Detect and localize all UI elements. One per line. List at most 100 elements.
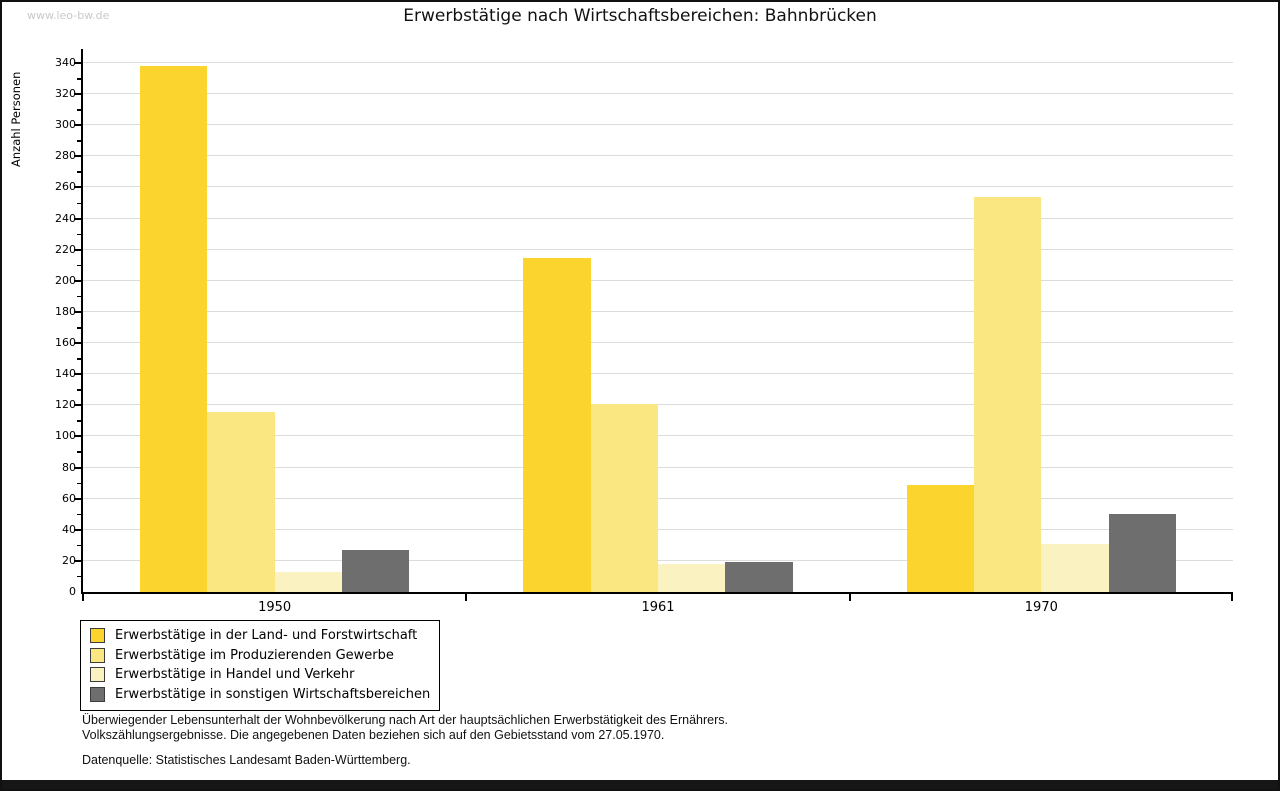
legend-swatch — [90, 647, 105, 663]
y-tick-major — [74, 62, 81, 64]
y-tick-label: 160 — [55, 336, 76, 350]
y-tick-major — [74, 217, 81, 220]
bar-1961-series-4 — [725, 562, 793, 592]
x-category-label: 1961 — [641, 600, 675, 615]
y-tick-major — [74, 186, 81, 189]
y-tick-label: 340 — [55, 56, 76, 69]
bottom-border-bar — [2, 780, 1278, 789]
y-tick-minor — [77, 358, 81, 360]
y-tick-minor — [77, 233, 81, 236]
legend-item: Erwerbstätige im Produzierenden Gewerbe — [90, 646, 430, 666]
y-gridline — [83, 93, 1233, 95]
plot-area: 1950 1961 1970 — [74, 49, 1233, 615]
footnote-text: Überwiegender Lebensunterhalt der Wohnbe… — [82, 713, 728, 742]
bar-1961-series-2 — [590, 403, 658, 592]
y-gridline — [83, 186, 1233, 188]
chart-title: Erwerbstätige nach Wirtschaftsbereichen:… — [403, 6, 877, 26]
y-gridline — [83, 435, 1233, 437]
y-tick-minor — [77, 264, 81, 267]
x-category-label: 1950 — [258, 600, 292, 615]
y-tick-label: 20 — [62, 553, 76, 567]
y-gridline — [83, 559, 1233, 561]
bar-1970-series-3 — [1041, 543, 1109, 592]
site-watermark: www.leo-bw.de — [27, 9, 110, 22]
y-tick-label: 200 — [55, 273, 76, 287]
y-tick-label: 40 — [62, 522, 76, 536]
y-gridline — [83, 279, 1233, 281]
y-axis-tick-labels: 0 20 40 60 80 100 120 140 160 180 200 220 240 260 280 3… — [30, 49, 76, 598]
y-tick-minor — [77, 544, 81, 547]
legend-item: Erwerbstätige in Handel und Verkehr — [90, 665, 430, 685]
bar-1950-series-3 — [274, 571, 342, 592]
y-tick-minor — [77, 420, 81, 422]
footnote-line: Überwiegender Lebensunterhalt der Wohnbe… — [82, 713, 728, 727]
y-gridline — [83, 310, 1233, 312]
legend-swatch — [90, 686, 105, 702]
y-tick-label: 60 — [62, 491, 76, 505]
y-gridline — [83, 342, 1233, 344]
y-gridline — [83, 62, 1233, 63]
y-tick-minor — [77, 482, 81, 485]
x-boundary-tick — [848, 594, 851, 601]
legend-swatch — [90, 628, 105, 644]
y-axis-title: Anzahl Personen — [9, 71, 23, 167]
y-tick-label: 80 — [62, 460, 76, 474]
y-gridline — [83, 155, 1233, 157]
x-boundary-tick — [82, 594, 84, 601]
y-tick-label: 140 — [55, 367, 76, 381]
y-tick-major — [74, 559, 81, 562]
y-gridline — [83, 373, 1233, 375]
x-category-label: 1970 — [1024, 600, 1058, 615]
bar-1950-series-1 — [140, 66, 208, 592]
y-tick-major — [74, 435, 81, 438]
y-gridline — [83, 404, 1233, 406]
legend-label: Erwerbstätige im Produzierenden Gewerbe — [115, 647, 394, 663]
y-tick-major — [74, 93, 81, 96]
y-gridline — [83, 466, 1233, 468]
y-tick-major — [74, 310, 81, 313]
legend-swatch — [90, 667, 105, 683]
footnote-line: Volkszählungsergebnisse. Die angegebenen… — [82, 727, 665, 742]
y-gridline — [83, 248, 1233, 250]
bar-1970-series-1 — [906, 484, 975, 592]
y-tick-label: 260 — [55, 180, 76, 194]
y-tick-major — [74, 155, 81, 158]
bar-1950-series-2 — [207, 411, 275, 592]
y-tick-major — [74, 528, 81, 531]
y-tick-label: 300 — [55, 118, 76, 132]
y-tick-minor — [77, 451, 81, 453]
y-tick-minor — [77, 140, 81, 142]
x-boundary-tick — [465, 594, 468, 601]
legend-item: Erwerbstätige in sonstigen Wirtschaftsbe… — [90, 685, 430, 705]
y-gridline — [83, 124, 1233, 126]
legend-item: Erwerbstätige in der Land- und Forstwirt… — [90, 626, 430, 646]
y-tick-label: 120 — [55, 398, 76, 412]
y-tick-minor — [77, 171, 81, 173]
y-tick-label: 240 — [55, 211, 76, 225]
y-tick-major — [74, 248, 81, 251]
y-tick-minor — [77, 295, 81, 298]
y-gridline — [83, 217, 1233, 219]
y-tick-label: 180 — [55, 304, 76, 318]
legend-label: Erwerbstätige in Handel und Verkehr — [115, 667, 355, 683]
bar-1961-series-3 — [658, 564, 726, 592]
y-tick-major — [74, 124, 81, 127]
y-tick-minor — [77, 513, 81, 516]
y-tick-minor — [77, 78, 81, 80]
y-tick-major — [74, 373, 81, 376]
y-tick-label: 320 — [55, 87, 76, 101]
y-gridline — [83, 497, 1233, 499]
y-tick-major — [74, 342, 81, 345]
bar-1950-series-4 — [341, 550, 410, 592]
y-tick-label: 0 — [69, 585, 76, 598]
y-tick-minor — [77, 575, 81, 578]
data-source: Datenquelle: Statistisches Landesamt Bad… — [82, 753, 411, 767]
y-tick-minor — [77, 389, 81, 391]
y-tick-major — [74, 497, 81, 500]
y-tick-major — [74, 279, 81, 282]
bar-1961-series-1 — [523, 257, 591, 592]
y-tick-minor — [77, 109, 81, 111]
y-tick-minor — [77, 202, 81, 205]
y-tick-major — [74, 404, 81, 407]
legend: Erwerbstätige in der Land- und Forstwirt… — [80, 620, 441, 711]
